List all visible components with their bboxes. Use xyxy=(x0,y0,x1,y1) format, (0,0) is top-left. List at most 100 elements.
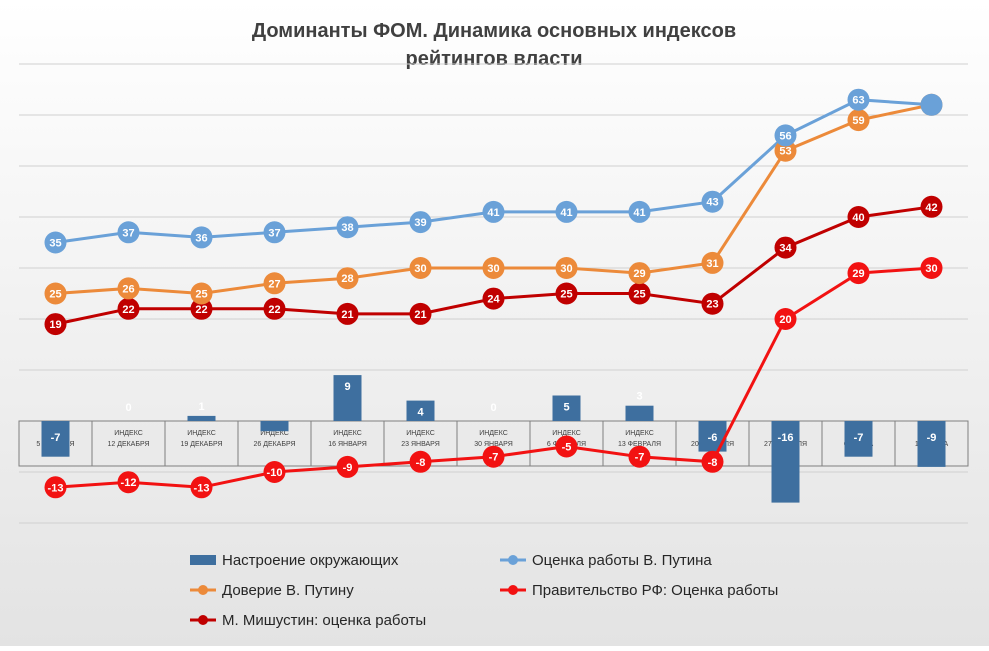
series-data-label: 40 xyxy=(852,212,864,224)
category-tick-label: ИНДЕКС xyxy=(187,430,216,437)
series-data-label: 30 xyxy=(414,263,426,275)
bar xyxy=(844,421,873,457)
legend-entry-label: Оценка работы В. Путина xyxy=(532,552,712,569)
series-data-label: 28 xyxy=(341,273,353,285)
series-marker xyxy=(555,282,578,305)
series-data-label: 22 xyxy=(195,304,207,316)
series-marker xyxy=(482,287,505,310)
series-marker xyxy=(555,257,578,279)
series-data-label: -8 xyxy=(708,457,718,469)
category-tick-label: ИНДЕКС xyxy=(333,430,362,437)
series-data-label: 53 xyxy=(779,146,791,158)
series-marker xyxy=(482,257,505,279)
category-tick-label: ИНДЕКС xyxy=(260,430,289,437)
series-marker xyxy=(482,445,505,468)
series-marker xyxy=(555,200,578,223)
series-data-label: 22 xyxy=(268,304,280,316)
series-data-label: 41 xyxy=(560,207,572,219)
series-marker xyxy=(701,190,724,213)
series-data-label: 63 xyxy=(852,95,864,107)
series-marker xyxy=(847,88,870,111)
category-tick-label: ИНДЕКС xyxy=(406,430,435,437)
series-marker xyxy=(44,282,67,305)
series-marker xyxy=(44,313,67,336)
bar xyxy=(41,421,70,457)
series-marker xyxy=(628,200,651,223)
series-marker xyxy=(117,471,140,494)
bar xyxy=(917,421,946,467)
series-marker xyxy=(190,297,213,320)
bar xyxy=(406,400,435,421)
series-marker xyxy=(409,257,432,279)
series-marker xyxy=(117,297,140,320)
series-data-label: 25 xyxy=(633,289,645,301)
series-data-label: 34 xyxy=(779,243,792,255)
legend-marker xyxy=(198,615,208,625)
series-marker xyxy=(44,231,67,254)
series-data-label: 29 xyxy=(633,268,645,280)
category-tick-label: ИНДЕКС xyxy=(114,430,143,437)
bar xyxy=(771,421,800,503)
series-marker xyxy=(190,282,213,305)
series-data-label: 30 xyxy=(925,263,937,275)
series-data-label: 36 xyxy=(195,232,207,244)
series-marker xyxy=(117,221,140,244)
series-marker xyxy=(336,302,359,325)
series-marker xyxy=(117,277,140,300)
series-marker xyxy=(847,109,870,132)
category-tick-label: 12 ДЕКАБРЯ xyxy=(107,441,149,448)
series-data-label: 38 xyxy=(341,222,353,234)
series-marker xyxy=(190,226,213,249)
series-data-label: 26 xyxy=(122,283,134,295)
series-marker xyxy=(555,435,578,458)
series-data-label: 42 xyxy=(925,202,937,214)
bar-data-label: 4 xyxy=(417,407,424,419)
series-data-label: 41 xyxy=(487,207,499,219)
series-marker xyxy=(263,272,286,295)
series-marker xyxy=(920,93,943,116)
series-data-label: -13 xyxy=(48,482,64,494)
series-data-label: -13 xyxy=(194,482,210,494)
series-data-label: 20 xyxy=(779,314,791,326)
series-data-label: 25 xyxy=(560,289,572,301)
bar xyxy=(625,405,654,421)
bar-data-label: 5 xyxy=(563,402,569,414)
series-marker xyxy=(190,476,213,499)
series-marker xyxy=(847,262,870,285)
category-tick-label: ИНДЕКС xyxy=(552,430,581,437)
series-data-label: -7 xyxy=(635,452,645,464)
series-data-label: 39 xyxy=(414,217,426,229)
category-tick-label: ИНДЕКС xyxy=(479,430,508,437)
series-marker xyxy=(628,445,651,468)
category-tick-label: 26 ДЕКАБРЯ xyxy=(253,441,295,448)
series-data-label: -7 xyxy=(489,452,499,464)
bar-data-label: 0 xyxy=(125,402,131,414)
series-marker xyxy=(920,195,943,218)
series-marker xyxy=(409,211,432,234)
series-marker xyxy=(701,450,724,473)
category-tick-label: 13 ФЕВРАЛЯ xyxy=(618,441,661,448)
series-data-label: 22 xyxy=(122,304,134,316)
legend-entry-label: Настроение окружающих xyxy=(222,552,399,569)
category-tick-label: 16 ЯНВАРЯ xyxy=(328,441,367,448)
series-data-label: 37 xyxy=(122,227,134,239)
series-data-label: 56 xyxy=(779,130,791,142)
series-marker xyxy=(336,455,359,478)
series-data-label: 23 xyxy=(706,299,718,311)
series-data-label: 30 xyxy=(487,263,499,275)
bar-data-label: -7 xyxy=(854,432,864,444)
bar-data-label: 9 xyxy=(344,381,350,393)
series-marker xyxy=(409,302,432,325)
legend-marker xyxy=(198,585,208,595)
bar xyxy=(552,395,581,421)
bar xyxy=(260,421,289,432)
series-data-label: 35 xyxy=(49,238,61,250)
series-marker xyxy=(336,216,359,239)
series-data-label: 31 xyxy=(706,258,718,270)
series-data-label: -10 xyxy=(267,467,283,479)
series-data-label: 25 xyxy=(195,289,207,301)
series-marker xyxy=(701,292,724,315)
